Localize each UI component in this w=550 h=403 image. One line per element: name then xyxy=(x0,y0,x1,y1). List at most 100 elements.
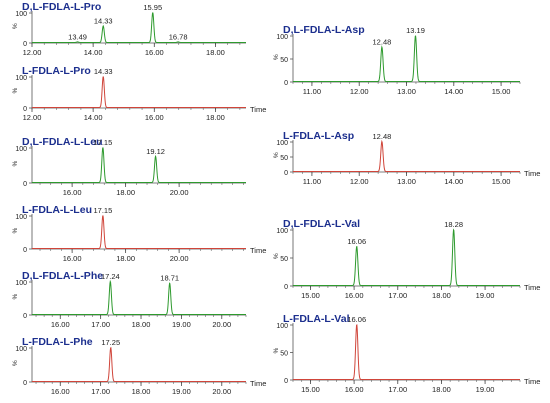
x-unit-label: Time xyxy=(250,246,266,255)
chromatogram-trace xyxy=(293,35,520,82)
chromatogram-trace xyxy=(32,12,246,43)
y-axis-label: % xyxy=(273,152,280,158)
x-tick-label: 20.00 xyxy=(212,320,231,329)
x-tick-label: 16.00 xyxy=(51,320,70,329)
panel-title: L-FDLA-L-Leu xyxy=(22,204,92,216)
panel-title: L-FDLA-L-Asp xyxy=(283,130,354,142)
chromatogram-panel: D,L-FDLA-L-Leu 0 100% 16.00 18.00 20.00 17.15 1… xyxy=(12,136,246,197)
peak-label: 18.28 xyxy=(444,220,463,229)
y-tick-label: 100 xyxy=(276,140,288,147)
x-tick-label: 12.00 xyxy=(23,113,42,122)
x-tick-label: 16.00 xyxy=(51,387,70,396)
x-tick-label: 18.00 xyxy=(116,188,135,197)
x-tick-label: 14.00 xyxy=(444,177,463,186)
panel-title: D,L-FDLA-L-Leu xyxy=(22,136,102,148)
chromatogram-panel: L-FDLA-L-Phe 0 100% 16.00 17.00 18.00 19.00 20.… xyxy=(12,336,266,396)
y-tick-label: 100 xyxy=(15,214,27,221)
y-tick-label: 50 xyxy=(280,57,288,64)
chromatogram-trace xyxy=(32,347,246,382)
x-tick-label: 18.00 xyxy=(206,113,225,122)
peak-label: 16.06 xyxy=(347,237,366,246)
y-tick-label: 0 xyxy=(284,284,288,291)
chromatogram-panel: L-FDLA-L-Val 0 50 100% 15.00 16.00 17.00 18.00 1… xyxy=(273,313,540,394)
panel-title: L-FDLA-L-Phe xyxy=(22,336,93,348)
peak-label: 17.15 xyxy=(93,138,112,147)
x-tick-label: 11.00 xyxy=(303,87,321,96)
x-tick-label: 15.00 xyxy=(301,291,320,300)
x-unit-label: Time xyxy=(524,283,540,292)
peak-label: 18.71 xyxy=(160,274,179,283)
y-tick-label: 0 xyxy=(284,80,288,87)
chromatogram-trace xyxy=(32,76,246,108)
x-tick-label: 18.00 xyxy=(132,320,151,329)
x-tick-label: 16.00 xyxy=(63,188,82,197)
y-tick-label: 100 xyxy=(276,34,288,41)
peak-label: 14.33 xyxy=(94,17,113,26)
chromatogram-trace xyxy=(293,228,520,286)
y-tick-label: 0 xyxy=(23,181,27,188)
peak-label: 13.49 xyxy=(68,32,87,41)
y-tick-label: 0 xyxy=(23,41,27,48)
x-tick-label: 16.00 xyxy=(63,254,82,263)
x-unit-label: Time xyxy=(524,377,540,386)
chromatogram-panel: L-FDLA-L-Asp 0 50 100% 11.00 12.00 13.00 14.00 1… xyxy=(273,130,540,186)
x-tick-label: 16.00 xyxy=(345,291,364,300)
x-tick-label: 19.00 xyxy=(172,387,191,396)
chromatogram-panel: D,L-FDLA-L-Phe 0 100% 16.00 17.00 18.00 19.00 2… xyxy=(12,270,247,329)
x-tick-label: 18.00 xyxy=(116,254,135,263)
peak-label: 15.95 xyxy=(143,3,162,12)
y-tick-label: 50 xyxy=(280,256,288,263)
x-tick-label: 13.00 xyxy=(397,87,416,96)
peak-label: 16.78 xyxy=(169,32,188,41)
chromatogram-trace xyxy=(293,139,520,172)
y-tick-label: 50 xyxy=(280,155,288,162)
y-tick-label: 0 xyxy=(23,247,27,254)
x-tick-label: 17.00 xyxy=(388,385,407,394)
x-tick-label: 19.00 xyxy=(172,320,191,329)
chromatogram-panel: L-FDLA-L-Leu 0 100% 16.00 18.00 20.00 Time 17.1… xyxy=(12,204,266,263)
y-tick-label: 100 xyxy=(276,323,288,330)
y-tick-label: 100 xyxy=(276,228,288,235)
x-tick-label: 16.00 xyxy=(145,48,164,57)
y-axis-label: % xyxy=(12,88,19,94)
x-tick-label: 19.00 xyxy=(476,291,495,300)
y-axis-label: % xyxy=(12,228,19,234)
peak-label: 13.19 xyxy=(406,26,425,35)
x-tick-label: 18.00 xyxy=(432,291,451,300)
x-tick-label: 17.00 xyxy=(91,387,110,396)
y-tick-label: 50 xyxy=(280,351,288,358)
panel-title: D,L-FDLA-L-Pro xyxy=(22,1,101,13)
panel-title: L-FDLA-L-Val xyxy=(283,313,350,325)
y-tick-label: 0 xyxy=(23,313,27,320)
y-axis-label: % xyxy=(12,294,19,300)
chromatogram-panel: D,L-FDLA-L-Asp 0 50 100% 11.00 12.00 13.00 14.0… xyxy=(273,24,521,96)
x-tick-label: 14.00 xyxy=(84,48,103,57)
x-tick-label: 15.00 xyxy=(492,177,511,186)
x-tick-label: 19.00 xyxy=(476,385,495,394)
chromatogram-trace xyxy=(293,324,520,380)
x-tick-label: 15.00 xyxy=(492,87,511,96)
y-tick-label: 100 xyxy=(15,280,27,287)
y-axis-label: % xyxy=(273,348,280,354)
x-tick-label: 14.00 xyxy=(444,87,463,96)
chromatogram-trace xyxy=(32,279,246,315)
y-axis-label: % xyxy=(12,23,19,29)
peak-label: 19.12 xyxy=(146,147,165,156)
y-tick-label: 100 xyxy=(15,346,27,353)
y-tick-label: 100 xyxy=(15,146,27,153)
x-tick-label: 13.00 xyxy=(397,177,416,186)
chromatogram-panel: D,L-FDLA-L-Val 0 50 100% 15.00 16.00 17.00 18.0… xyxy=(273,218,540,300)
y-tick-label: 100 xyxy=(15,75,27,82)
x-tick-label: 20.00 xyxy=(170,254,189,263)
x-tick-label: 12.00 xyxy=(23,48,42,57)
x-tick-label: 16.00 xyxy=(145,113,164,122)
peak-label: 17.25 xyxy=(101,338,120,347)
y-axis-label: % xyxy=(12,161,19,167)
x-tick-label: 17.00 xyxy=(91,320,110,329)
y-tick-label: 0 xyxy=(23,380,27,387)
peak-label: 12.48 xyxy=(373,132,392,141)
x-unit-label: Time xyxy=(524,169,540,178)
x-tick-label: 16.00 xyxy=(345,385,364,394)
peak-label: 14.33 xyxy=(94,67,113,76)
